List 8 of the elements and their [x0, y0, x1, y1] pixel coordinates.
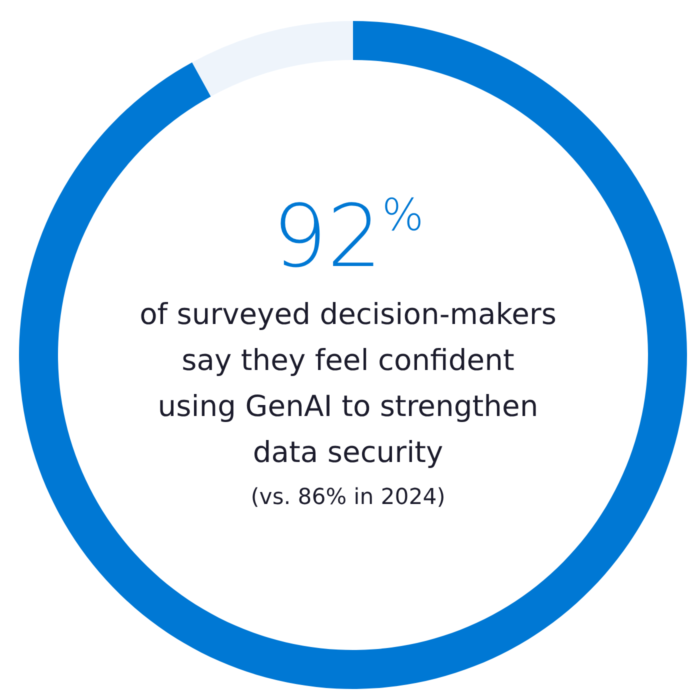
- text: of surveyed decision-makers: [140, 297, 556, 331]
- donut-slice: [192, 21, 353, 96]
- text: data security: [252, 435, 444, 469]
- donut-slice: [19, 21, 687, 688]
- text: using GenAI to strengthen: [158, 389, 538, 423]
- text: say they feel confident: [182, 343, 514, 377]
- text: (vs. 86% in 2024): [250, 485, 446, 510]
- data-label: 92%: [272, 187, 424, 287]
